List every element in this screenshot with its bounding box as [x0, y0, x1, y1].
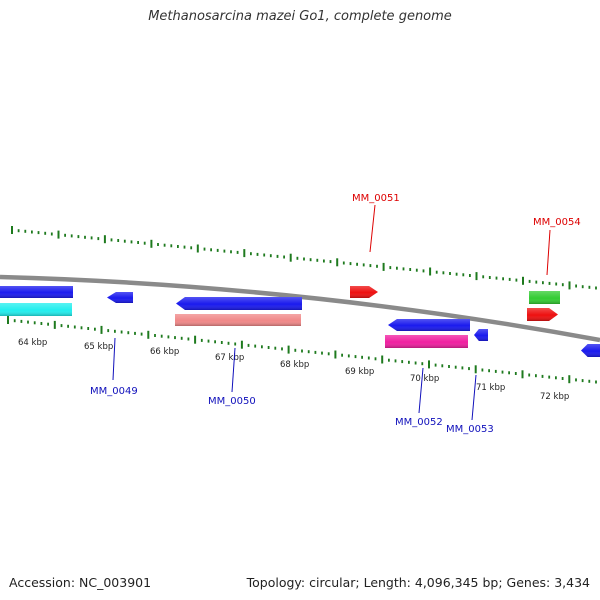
leader-line [231, 347, 236, 393]
gene-label[interactable]: MM_0052 [395, 417, 443, 428]
scale-label: 71 kbp [476, 383, 505, 393]
gene-shading [0, 286, 73, 298]
gene-shading [176, 297, 302, 310]
gene-mm0050-feature[interactable] [176, 297, 302, 310]
scale-label: 68 kbp [280, 360, 309, 370]
gene-shading [474, 329, 488, 341]
gene-label[interactable]: MM_0051 [352, 193, 400, 204]
gene-shading [581, 344, 600, 357]
leader-line [471, 374, 477, 421]
gene-mm0052-feature[interactable] [388, 319, 470, 331]
gene-unlabeled-3-feature[interactable] [581, 344, 600, 357]
gene-shading [350, 286, 378, 298]
gene-mm0049-feature[interactable] [107, 292, 133, 303]
gene-shading [107, 292, 133, 303]
gene-shading [175, 314, 301, 326]
inner-tick-ring [7, 316, 597, 384]
scale-label: 72 kbp [540, 392, 569, 402]
scale-label: 67 kbp [215, 353, 244, 363]
leader-line [546, 229, 551, 276]
gene-features [0, 286, 600, 357]
scale-label: 66 kbp [150, 347, 179, 357]
leader-line [369, 204, 376, 253]
gene-unlabeled-2-feature[interactable] [0, 303, 72, 316]
leader-line [418, 367, 424, 414]
genome-summary-text: Topology: circular; Length: 4,096,345 bp… [246, 575, 590, 590]
gene-label[interactable]: MM_0050 [208, 396, 256, 407]
gene-label[interactable]: MM_0054 [533, 217, 581, 228]
gene-mm0050-b-feature[interactable] [175, 314, 301, 326]
gene-label[interactable]: MM_0053 [446, 424, 494, 435]
gene-mm0053-feature[interactable] [474, 329, 488, 341]
gene-mm0054-b-feature[interactable] [527, 308, 558, 321]
gene-shading [388, 319, 470, 331]
scale-label: 64 kbp [18, 338, 47, 348]
gene-mm0052-b-feature[interactable] [385, 335, 468, 348]
outer-tick-ring [11, 226, 597, 290]
gene-mm0054-feature[interactable] [529, 291, 560, 304]
gene-shading [385, 335, 468, 348]
gene-shading [0, 303, 72, 316]
map-title: Methanosarcina mazei Go1, complete genom… [148, 9, 452, 24]
accession-text: Accession: NC_003901 [9, 575, 152, 590]
scale-label: 69 kbp [345, 367, 374, 377]
gene-label[interactable]: MM_0049 [90, 386, 138, 397]
scale-label: 65 kbp [84, 342, 113, 352]
gene-shading [527, 308, 558, 321]
gene-shading [529, 291, 560, 304]
gene-unlabeled-1-feature[interactable] [0, 286, 73, 298]
genome-backbone [0, 274, 600, 343]
leader-line [112, 337, 116, 381]
scale-labels: 64 kbp 65 kbp 66 kbp 67 kbp 68 kbp 69 kbp 70 k… [18, 338, 569, 402]
scale-label: 70 kbp [410, 374, 439, 384]
gene-mm0051-feature[interactable] [350, 286, 378, 298]
